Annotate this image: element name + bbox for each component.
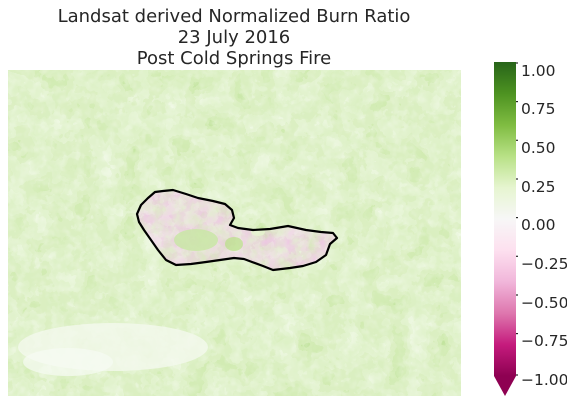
colorbar-tick-label: 0.75 xyxy=(521,100,556,118)
colorbar xyxy=(494,62,518,396)
colorbar-tick-label: −0.25 xyxy=(521,255,567,273)
colorbar-tick-marks xyxy=(516,62,518,376)
fire-perimeter xyxy=(135,188,339,272)
colorbar-gradient xyxy=(494,62,516,376)
colorbar-extend-min-arrow xyxy=(494,376,516,396)
colorbar-tick-label: −0.50 xyxy=(521,294,567,312)
nbr-raster-map xyxy=(8,70,461,396)
title-line-1: Landsat derived Normalized Burn Ratio xyxy=(57,6,411,27)
title-line-3: Post Cold Springs Fire xyxy=(136,48,332,69)
colorbar-tick-label: −1.00 xyxy=(521,371,567,389)
colorbar-tick-label: −0.75 xyxy=(521,332,567,350)
colorbar-tick-label: 0.25 xyxy=(521,178,556,196)
valley-lowland-west xyxy=(23,348,113,376)
colorbar-tick-label: 0.00 xyxy=(521,216,556,234)
colorbar-tick-label: 0.50 xyxy=(521,139,556,157)
title-line-2: 23 July 2016 xyxy=(177,27,291,48)
colorbar-tick-label: 1.00 xyxy=(521,62,556,80)
